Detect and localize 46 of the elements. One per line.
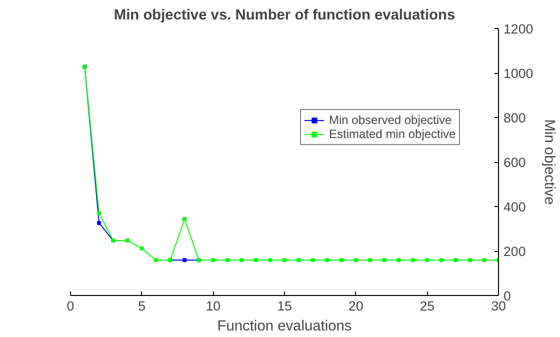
- legend-label: Estimated min objective: [329, 127, 456, 141]
- point: [410, 258, 415, 262]
- point: [354, 258, 358, 262]
- point: [482, 258, 486, 262]
- point: [340, 258, 344, 262]
- point: [97, 211, 102, 216]
- point: [126, 238, 130, 243]
- y-axis-title: Min objective: [541, 119, 558, 205]
- legend-label: Min observed objective: [329, 113, 452, 127]
- y-tick-label: 1200: [504, 22, 534, 36]
- point: [368, 258, 372, 262]
- point: [140, 246, 144, 250]
- chart-title: Min objective vs. Number of function evaluations: [114, 8, 456, 24]
- point: [454, 258, 458, 262]
- point: [97, 220, 102, 225]
- point: [311, 258, 316, 262]
- y-tick-label: 800: [504, 110, 526, 126]
- point: [211, 258, 216, 262]
- point: [182, 216, 187, 221]
- x-tick-label: 30: [491, 298, 506, 314]
- point: [154, 258, 158, 262]
- point: [325, 258, 330, 262]
- point: [296, 258, 301, 262]
- x-axis-title: Function evaluations: [217, 318, 352, 334]
- x-tick-label: 5: [138, 298, 146, 314]
- x-tick-label: 25: [420, 298, 435, 314]
- point: [225, 258, 230, 262]
- point: [382, 258, 386, 262]
- y-tick-label: 200: [504, 244, 526, 259]
- y-tick-label: 0: [504, 288, 511, 304]
- y-tick-label: 600: [504, 155, 526, 170]
- x-tick-label: 0: [66, 298, 74, 314]
- point: [254, 258, 258, 262]
- x-tick-label: 20: [348, 298, 364, 314]
- point: [439, 258, 444, 262]
- point: [268, 258, 272, 262]
- x-tick-label: 15: [277, 298, 292, 314]
- point: [240, 258, 244, 262]
- point: [468, 258, 472, 262]
- x-tick-label: 10: [206, 298, 221, 314]
- y-tick-label: 400: [504, 200, 526, 214]
- point: [425, 258, 430, 262]
- point: [182, 258, 187, 262]
- y-tick-label: 1000: [504, 66, 534, 81]
- point: [282, 258, 286, 262]
- point: [396, 258, 401, 262]
